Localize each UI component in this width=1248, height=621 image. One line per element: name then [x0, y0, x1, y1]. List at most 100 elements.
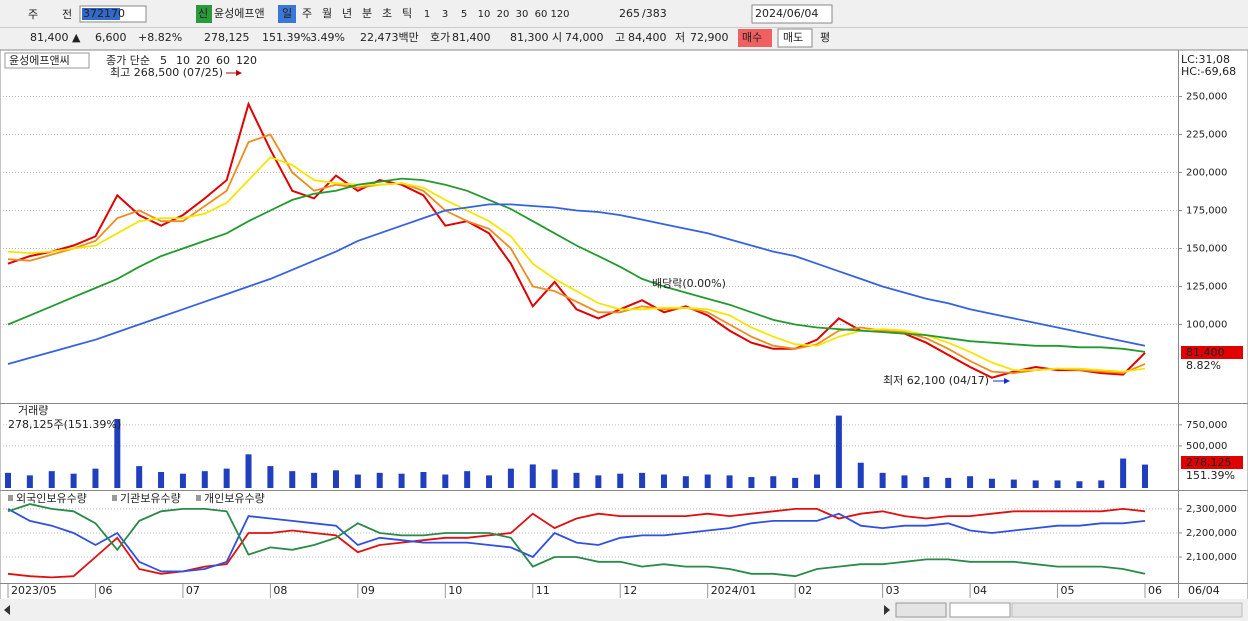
- high-annotation: 최고 268,500 (07/25): [110, 66, 223, 79]
- volume-bar: [770, 476, 777, 488]
- x-tick-label: 03: [886, 584, 900, 597]
- y-tick-label: 225,000: [1186, 130, 1227, 141]
- series-line: [7, 177, 1146, 353]
- quote-low-label: 저: [675, 31, 685, 44]
- volume-bar: [1142, 464, 1148, 488]
- buy-button[interactable]: [738, 29, 772, 47]
- x-tick-label: 04: [973, 584, 987, 597]
- stock-name: 윤성에프앤: [214, 7, 265, 20]
- period: 주: [28, 8, 38, 21]
- legend-prefix: 종가 단순: [106, 54, 150, 67]
- y-tick-label: 175,000: [1186, 206, 1227, 217]
- volume-bar: [595, 475, 602, 488]
- low-arrowhead: [1004, 378, 1010, 384]
- y-tick-label: 2,200,000: [1186, 528, 1237, 539]
- date: 2024/06/04: [755, 7, 818, 20]
- volume-bar: [267, 466, 274, 488]
- legend-icon: [8, 495, 13, 501]
- quote-bid: 81,300: [510, 31, 549, 44]
- legend-entry: 10: [176, 54, 190, 67]
- quote-change-pct: +8.82%: [138, 31, 182, 44]
- sell-button[interactable]: [777, 28, 813, 48]
- interval-button: 틱: [402, 7, 412, 20]
- volume-bar: [464, 471, 471, 488]
- volume-bar: [857, 462, 864, 488]
- last-volume-box: [1181, 456, 1243, 469]
- x-tick-label: 11: [536, 584, 550, 597]
- volume-bar: [879, 472, 886, 488]
- volume-bar: [1120, 458, 1127, 488]
- series-line: [7, 133, 1146, 375]
- quote-volume-pct: 151.39%: [262, 31, 311, 44]
- tool-buttons[interactable]: [1011, 602, 1243, 618]
- legend-icon: [196, 495, 201, 501]
- x-tick-label: 02: [798, 584, 812, 597]
- volume-bar: [223, 468, 230, 488]
- scroll-right[interactable]: [884, 605, 890, 615]
- volume-bar: [529, 464, 536, 488]
- volume-title: 거래량: [18, 404, 48, 417]
- volume-bar: [442, 474, 449, 488]
- volume-bar: [70, 473, 77, 488]
- high-arrowhead: [236, 70, 242, 76]
- chart-title: 윤성에프앤씨: [9, 54, 70, 67]
- volume-bar: [1076, 481, 1083, 488]
- legend-entry: 5: [160, 54, 167, 67]
- minute-button: 60: [535, 9, 548, 20]
- interval-button: 일: [282, 6, 292, 20]
- volume-bar: [136, 466, 143, 488]
- volume-bar: [682, 476, 689, 488]
- quote-amount: 22,473백만: [360, 31, 419, 44]
- series-line: [7, 507, 1146, 579]
- minute-button: 10: [478, 9, 491, 20]
- volume-value: 278,125주(151.39%): [8, 418, 121, 431]
- interval-button: 년: [342, 7, 352, 20]
- volume-bar: [332, 470, 339, 488]
- volume-bar: [1054, 480, 1061, 488]
- y-tick-label: 125,000: [1186, 282, 1227, 293]
- volume-bar: [945, 477, 952, 488]
- lc-label: LC:31,08: [1181, 53, 1230, 66]
- series-line: [7, 156, 1146, 373]
- series-line: [7, 503, 1146, 578]
- x-tick-label: 06: [1148, 584, 1162, 597]
- legend-entry: 기관보유수량: [120, 492, 181, 505]
- y-tick-label: 200,000: [1186, 168, 1227, 179]
- minute-button: 5: [461, 9, 467, 20]
- minute-button: 3: [442, 9, 448, 20]
- code: 372170: [83, 7, 125, 20]
- volume-bar: [507, 468, 514, 488]
- volume-bar: [1098, 480, 1105, 488]
- legend-entry: 개인보유수량: [204, 492, 265, 505]
- volume-bar: [26, 475, 33, 488]
- y-tick-label: 100,000: [1186, 319, 1227, 330]
- series-line: [7, 203, 1146, 365]
- new-badge: 신: [198, 7, 208, 20]
- quote-change: 6,600: [95, 31, 127, 44]
- low-annotation: 최저 62,100 (04/17): [883, 374, 989, 387]
- interval-button: 초: [382, 7, 392, 20]
- date-input[interactable]: [751, 4, 833, 24]
- volume-bar: [158, 472, 165, 488]
- last-price-box: [1181, 346, 1243, 359]
- x-tick-label: 10: [448, 584, 462, 597]
- quote-buy: 매수: [742, 31, 762, 44]
- minute-button: 30: [516, 9, 529, 20]
- y-tick-label: 2,300,000: [1186, 504, 1237, 515]
- x-tick-label: 2023/05: [11, 584, 57, 597]
- y-tick-label: 150,000: [1186, 244, 1227, 255]
- volume-bar: [201, 471, 208, 488]
- legend-entry: 20: [196, 54, 210, 67]
- volume-bar: [551, 469, 558, 488]
- y-tick-label: 500,000: [1186, 441, 1227, 452]
- play-buttons[interactable]: [895, 602, 947, 618]
- scroll-left[interactable]: [4, 605, 10, 615]
- zoom-slider[interactable]: [949, 602, 1011, 618]
- quote-sell: 매도: [783, 31, 803, 44]
- minute-button: 120: [550, 9, 569, 20]
- volume-bar: [617, 473, 624, 488]
- volume-bar: [398, 473, 405, 488]
- volume-bar: [639, 472, 646, 488]
- code-selection: [82, 8, 120, 20]
